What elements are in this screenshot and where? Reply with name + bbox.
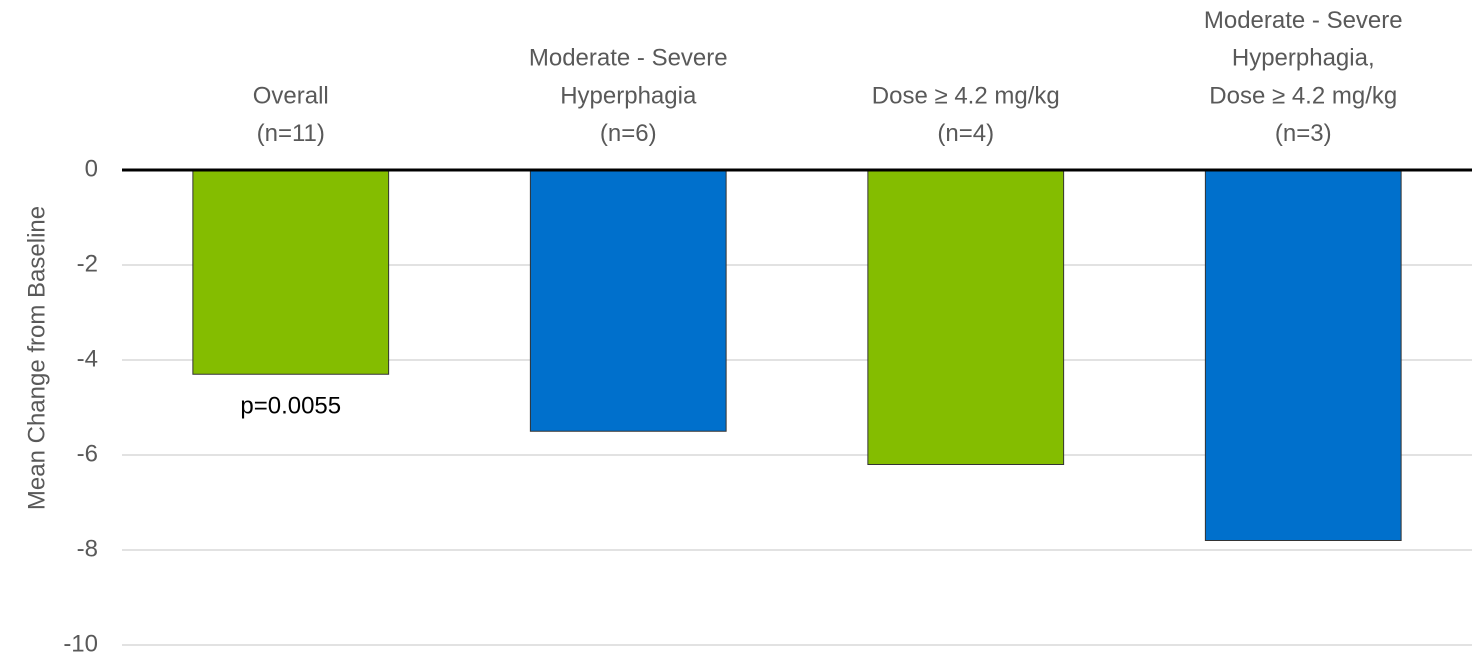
- x-tick-label-line: Moderate - Severe: [529, 45, 728, 72]
- x-tick-label-line: Hyperphagia: [560, 83, 697, 110]
- y-tick-label: -8: [77, 535, 98, 562]
- x-tick-label-line: (n=11): [257, 120, 325, 147]
- x-tick-label: Moderate - Severe Hyperphagia, Dose ≥ 4.2 …: [1204, 7, 1403, 147]
- x-tick-label-line: Dose ≥ 4.2 mg/kg: [872, 83, 1060, 110]
- bar: [192, 169, 390, 375]
- bar: [867, 169, 1065, 465]
- x-tick-label-line: (n=6): [600, 120, 657, 147]
- y-axis-label: Mean Change from Baseline: [23, 206, 50, 510]
- x-tick-label: Moderate - Severe Hyperphagia (n=6): [529, 45, 728, 147]
- x-tick-label-line: Hyperphagia,: [1232, 45, 1375, 72]
- annotation: p=0.0055: [240, 393, 341, 420]
- x-tick-label-line: Dose ≥ 4.2 mg/kg: [1209, 83, 1397, 110]
- bar: [1204, 169, 1402, 541]
- x-tick-label-line: Overall: [253, 83, 329, 110]
- y-tick-label: -6: [77, 440, 98, 467]
- y-tick-label: -4: [77, 345, 98, 372]
- x-tick-label: Overall (n=11): [253, 83, 329, 148]
- x-tick-label-line: (n=4): [937, 120, 994, 147]
- x-tick-label: Dose ≥ 4.2 mg/kg (n=4): [872, 83, 1060, 148]
- x-tick-label-line: (n=3): [1275, 120, 1332, 147]
- bar: [529, 169, 727, 432]
- x-tick-label-line: Moderate - Severe: [1204, 7, 1403, 34]
- y-tick-label: -10: [63, 630, 98, 657]
- y-tick-label: 0: [85, 155, 98, 182]
- y-tick-label: -2: [77, 250, 98, 277]
